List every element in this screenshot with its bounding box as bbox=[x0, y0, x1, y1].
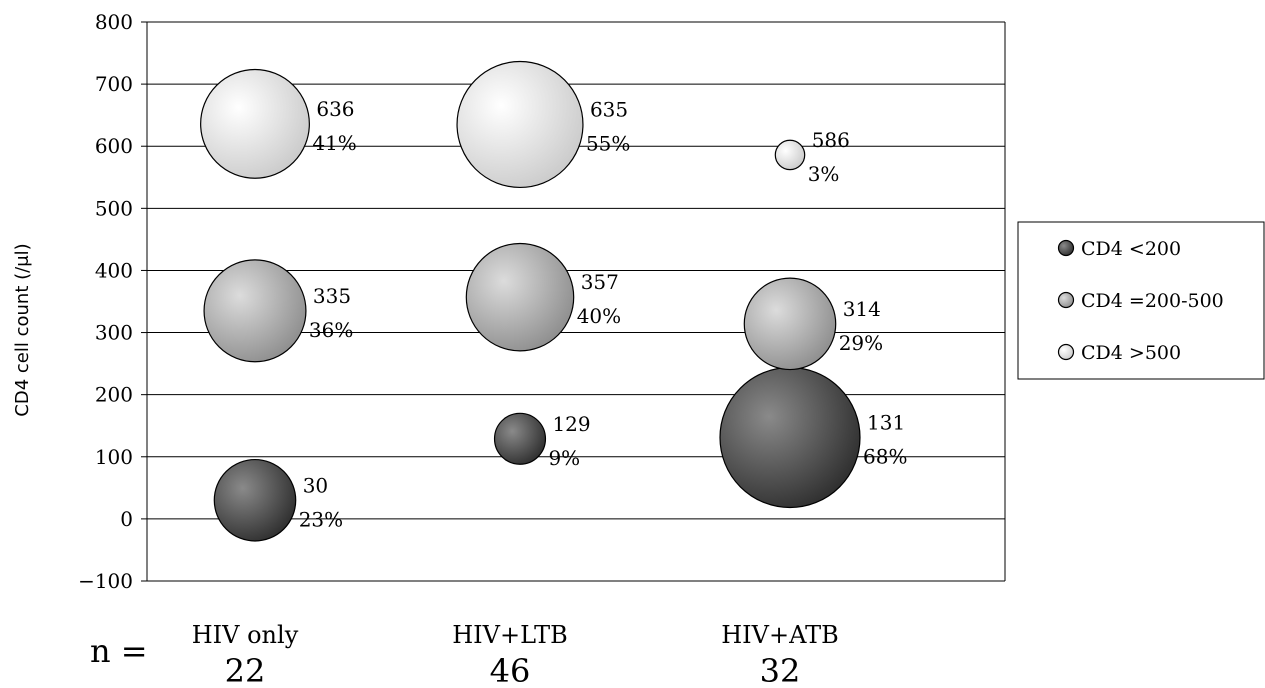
y-tick-label: 200 bbox=[95, 383, 133, 407]
x-axis-categories: HIV only HIV+LTB HIV+ATB bbox=[192, 621, 839, 649]
percent-label: 9% bbox=[548, 446, 580, 470]
legend: CD4 <200 CD4 =200-500 CD4 >500 bbox=[1017, 221, 1265, 380]
n-value: 46 bbox=[490, 652, 531, 688]
y-tick-label: 100 bbox=[95, 445, 133, 469]
bubble bbox=[743, 277, 837, 371]
percent-label: 36% bbox=[309, 318, 353, 342]
legend-marker bbox=[1057, 291, 1075, 309]
value-label: 636 bbox=[316, 97, 354, 121]
y-tick-label: 500 bbox=[95, 196, 133, 220]
bubble bbox=[465, 242, 575, 352]
n-prefix: n = bbox=[90, 632, 148, 670]
bubble bbox=[774, 139, 806, 171]
percent-label: 29% bbox=[839, 331, 883, 355]
bubble bbox=[719, 366, 861, 509]
value-label: 314 bbox=[843, 297, 881, 321]
x-category-label: HIV+ATB bbox=[721, 621, 839, 649]
value-label: 131 bbox=[867, 411, 905, 435]
legend-label: CD4 >500 bbox=[1081, 342, 1181, 364]
value-label: 357 bbox=[581, 270, 619, 294]
y-tick-label: 0 bbox=[120, 507, 133, 531]
percent-label: 41% bbox=[312, 131, 356, 155]
value-label: 586 bbox=[812, 128, 850, 152]
percent-label: 3% bbox=[808, 162, 840, 186]
bubbles bbox=[200, 60, 861, 542]
value-label: 30 bbox=[303, 473, 328, 497]
percent-label: 68% bbox=[863, 445, 907, 469]
n-value: 22 bbox=[225, 652, 266, 688]
legend-marker bbox=[1057, 239, 1075, 257]
value-label: 129 bbox=[552, 412, 590, 436]
value-label: 635 bbox=[590, 97, 628, 121]
bubble bbox=[213, 458, 297, 542]
y-tick-label: 300 bbox=[95, 321, 133, 345]
percent-label: 23% bbox=[299, 507, 343, 531]
y-tick-label: 400 bbox=[95, 258, 133, 282]
y-axis: −100 0 100 200 300 400 500 600 700 800 bbox=[78, 10, 1006, 593]
x-category-label: HIV only bbox=[192, 621, 299, 649]
y-tick-label: 700 bbox=[95, 72, 133, 96]
n-value: 32 bbox=[760, 652, 801, 688]
y-tick-label: 800 bbox=[95, 10, 133, 34]
y-axis-label: CD4 cell count (/μl) bbox=[12, 243, 33, 416]
legend-marker bbox=[1057, 343, 1075, 361]
bubble bbox=[200, 68, 310, 179]
percent-label: 55% bbox=[586, 131, 630, 155]
legend-label: CD4 <200 bbox=[1081, 238, 1181, 260]
value-label: 335 bbox=[313, 284, 351, 308]
bubble bbox=[203, 259, 307, 363]
data-labels: 30 23% 129 9% 131 68% 335 36% 357 40% 314 29% 636 41%… bbox=[299, 97, 908, 531]
y-tick-label: −100 bbox=[78, 569, 133, 593]
bubble bbox=[456, 60, 584, 189]
x-category-label: HIV+LTB bbox=[452, 621, 567, 649]
sample-sizes: 22 46 32 bbox=[225, 652, 801, 688]
y-tick-label: 600 bbox=[95, 134, 133, 158]
percent-label: 40% bbox=[577, 304, 621, 328]
bubble bbox=[493, 412, 547, 465]
legend-label: CD4 =200-500 bbox=[1081, 290, 1224, 312]
